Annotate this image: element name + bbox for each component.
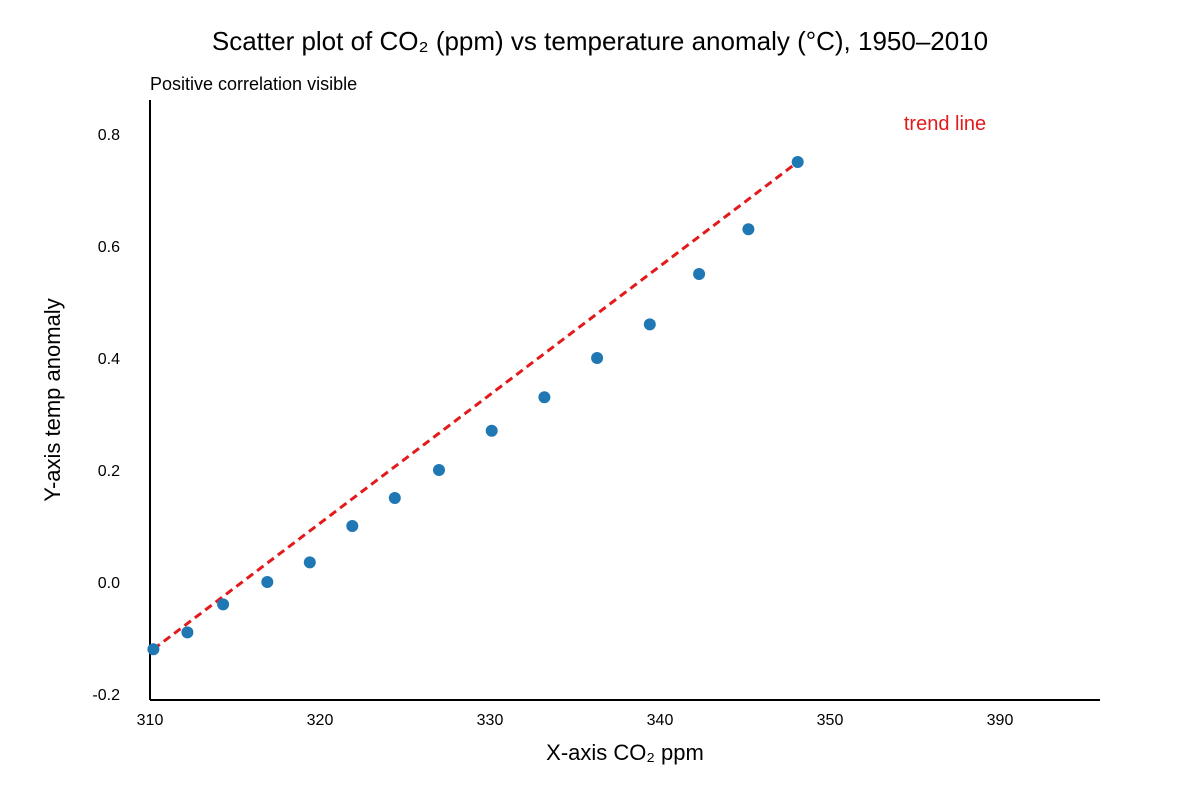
chart-subtitle: Positive correlation visible [150,74,357,94]
x-tick-label: 330 [477,712,504,729]
data-point [388,492,401,504]
x-tick-label: 320 [307,712,334,729]
data-point [303,556,316,569]
y-tick-label: 0.8 [98,127,120,144]
data-point [217,598,230,611]
y-tick-label: 0.6 [98,239,120,256]
data-point [591,352,604,364]
data-point [643,318,656,331]
data-points [147,156,804,656]
y-tick-label: 0.0 [98,575,120,592]
data-point [346,520,359,532]
data-point [485,424,498,437]
data-point [693,268,706,280]
x-axis-label: X-axis CO₂ ppm [546,740,704,765]
y-tick-label: 0.2 [98,463,120,480]
data-point [538,391,551,404]
trend-line [152,160,799,651]
x-tick-label: 310 [137,712,164,729]
x-tick-label: 390 [987,712,1014,729]
data-point [181,626,194,639]
x-tick-labels: 310 320 330 340 350 390 [137,712,1014,729]
x-tick-label: 340 [647,712,674,729]
y-axis-label: Y-axis temp anomaly [40,298,65,501]
chart-title: Scatter plot of CO₂ (ppm) vs temperature… [212,26,988,56]
data-point [261,576,274,588]
trend-line-label: trend line [904,113,986,135]
axes [149,100,1100,701]
y-tick-label: -0.2 [92,687,120,704]
x-tick-label: 350 [817,712,844,729]
y-tick-label: 0.4 [98,351,120,368]
y-tick-labels: 0.8 0.6 0.4 0.2 0.0 -0.2 [92,127,120,704]
data-point [791,156,804,168]
data-point [742,223,755,236]
data-point [147,643,160,656]
data-point [433,464,445,476]
